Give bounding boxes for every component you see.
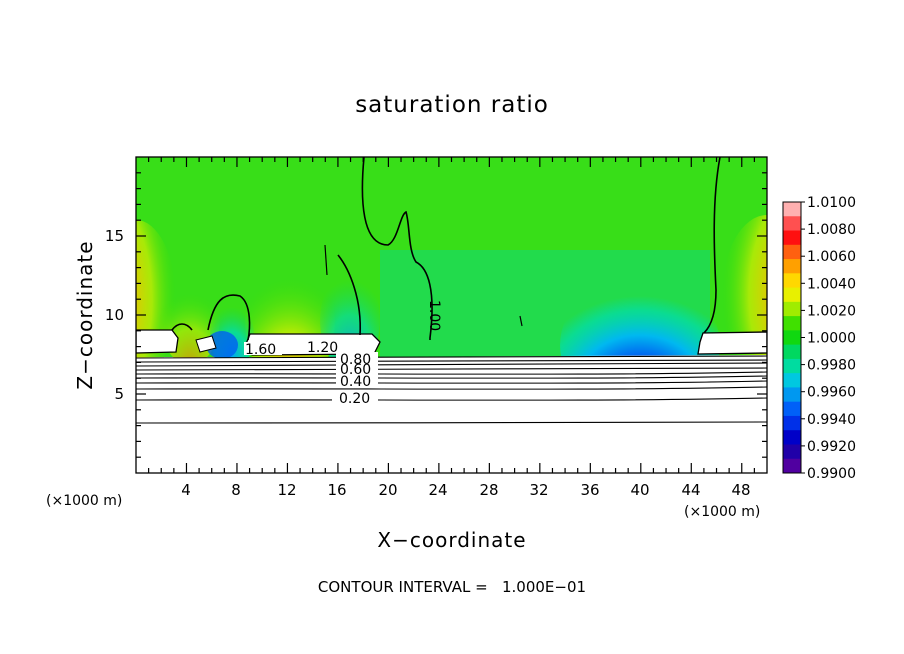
x-tick-label: 20 — [378, 481, 397, 499]
contour-label-0-20: 0.20 — [339, 391, 370, 407]
colorbar-label: 1.0020 — [807, 303, 856, 319]
y-tick-label: 10 — [105, 306, 124, 324]
contour-label-1-20: 1.20 — [307, 340, 338, 356]
x-tick-label: 4 — [181, 481, 191, 499]
x-axis-label: X−coordinate — [377, 528, 526, 552]
x-tick-labels: 4 8 12 16 20 24 28 32 36 40 44 48 — [181, 481, 750, 499]
contour-stack — [136, 355, 767, 424]
y-axis-label: Z−coordinate — [73, 240, 97, 389]
x-tick-label: 32 — [529, 481, 548, 499]
x-tick-label: 40 — [630, 481, 649, 499]
x-tick-label: 12 — [277, 481, 296, 499]
colorbar-swatch — [783, 259, 801, 274]
x-tick-label: 24 — [428, 481, 447, 499]
colorbar-label: 0.9900 — [807, 466, 856, 482]
x-tick-label: 8 — [231, 481, 241, 499]
colorbar-swatch — [783, 273, 801, 289]
contour-label-1-00: 1.00 — [426, 300, 442, 331]
colorbar-swatch — [783, 358, 801, 374]
heatmap-blue-patch — [206, 331, 238, 359]
colorbar-swatch — [783, 444, 801, 460]
x-unit-right: (×1000 m) — [684, 504, 760, 520]
colorbar-swatch — [783, 458, 801, 474]
colorbar-label: 1.0040 — [807, 276, 856, 292]
contour-interval-note: CONTOUR INTERVAL = 1.000E−01 — [318, 578, 586, 596]
cloud-blob-left — [136, 329, 179, 354]
colorbar-swatch — [783, 316, 801, 331]
contour-label-1-60: 1.60 — [245, 342, 276, 358]
colorbar-label: 0.9940 — [807, 412, 856, 428]
stable-layer — [136, 355, 767, 473]
x-tick-label: 48 — [731, 481, 750, 499]
colorbar-label: 0.9960 — [807, 385, 856, 401]
cloud-blob-small — [195, 335, 217, 353]
contour-label-0-40: 0.40 — [340, 374, 371, 390]
colorbar-swatch — [783, 330, 801, 346]
chart-title: saturation ratio — [355, 92, 549, 118]
contour-label-0-80: 0.80 — [340, 352, 371, 368]
contour-1-00 — [171, 157, 721, 341]
colorbar-labels: 1.0100 1.0080 1.0060 1.0040 1.0020 1.0000 0.99… — [801, 195, 856, 482]
x-tick-label: 28 — [479, 481, 498, 499]
y-tick-label: 15 — [105, 227, 124, 245]
cloud-blob-right — [697, 331, 767, 355]
x-unit-left: (×1000 m) — [46, 493, 122, 509]
colorbar-label: 1.0080 — [807, 222, 856, 238]
colorbar-swatch — [783, 415, 801, 431]
colorbar-swatch — [783, 230, 801, 246]
plot-area — [136, 157, 767, 473]
colorbar-label: 1.0000 — [807, 331, 856, 347]
x-tick-label: 44 — [681, 481, 700, 499]
colorbar-swatch — [783, 216, 801, 232]
colorbar-swatch — [783, 202, 801, 217]
axis-ticks — [136, 157, 767, 473]
y-tick-labels: 5 10 15 — [105, 227, 124, 403]
colorbar-swatch — [783, 287, 801, 303]
contour-labels: 1.00 1.60 1.20 0.80 0.60 0.40 0.20 — [244, 300, 442, 407]
colorbar-label: 1.0100 — [807, 195, 856, 211]
colorbar-swatch — [783, 373, 801, 388]
y-tick-label: 5 — [114, 385, 124, 403]
colorbar-swatch — [783, 344, 801, 360]
colorbar-label: 0.9980 — [807, 358, 856, 374]
colorbar-swatch — [783, 244, 801, 260]
colorbar — [782, 201, 802, 474]
colorbar-swatch — [783, 301, 801, 317]
colorbar-label: 1.0060 — [807, 249, 856, 265]
x-tick-label: 16 — [327, 481, 346, 499]
contour-label-0-60: 0.60 — [340, 362, 371, 378]
colorbar-label: 0.9920 — [807, 439, 856, 455]
colorbar-swatch — [783, 430, 801, 445]
x-tick-label: 36 — [580, 481, 599, 499]
colorbar-swatch — [783, 387, 801, 403]
colorbar-swatch — [783, 401, 801, 417]
